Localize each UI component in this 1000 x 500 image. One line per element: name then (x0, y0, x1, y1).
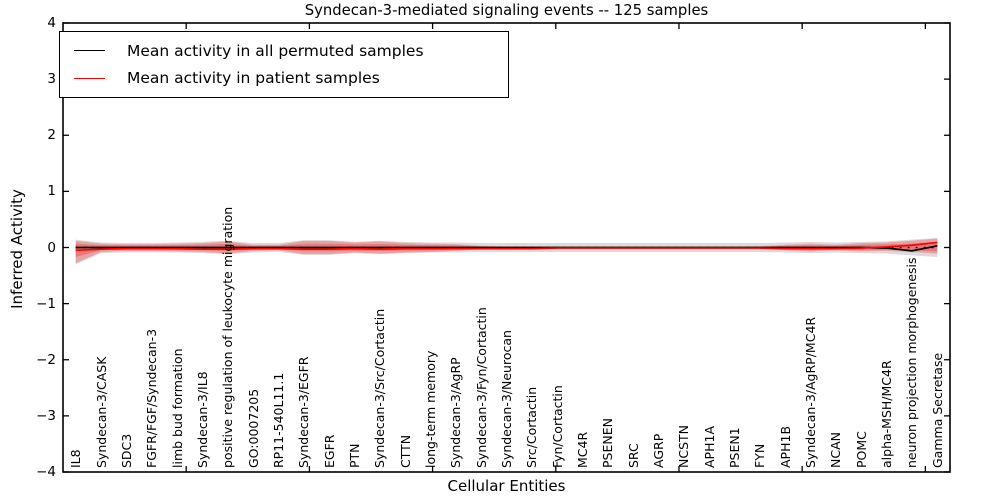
y-tick-label: −2 (36, 351, 56, 368)
x-tick-label: Syndecan-3/Neurocan (499, 330, 514, 468)
x-tick-label: Syndecan-3/AgRP (448, 357, 464, 468)
y-tick-label: −3 (36, 407, 56, 424)
x-tick-label: CTTN (397, 434, 413, 468)
x-axis-title: Cellular Entities (447, 477, 566, 495)
patient-samples-band-inner (75, 241, 938, 258)
x-tick-label: GO:0007205 (245, 388, 261, 468)
legend-line-sample-patient (74, 77, 105, 79)
x-tick-label: positive regulation of leukocyte migrati… (220, 206, 236, 468)
y-tick-label: 4 (47, 15, 56, 31)
x-tick-label: APH1A (701, 426, 717, 468)
x-tick-label: long-term memory (422, 350, 438, 468)
x-tick-label: Syndecan-3/IL8 (194, 371, 210, 468)
x-tick-label: Syndecan-3/CASK (93, 356, 109, 468)
x-tick-label: Fyn/Cortactin (549, 385, 565, 468)
x-tick-label: RP11-540L11.1 (270, 372, 286, 468)
x-tick-label: limb bud formation (169, 348, 185, 468)
permuted-mean-line (75, 244, 938, 252)
x-tick-label: FGFR/FGF/Syndecan-3 (144, 328, 160, 468)
x-tick-label: Src/Cortactin (524, 386, 540, 468)
legend-label-permuted: Mean activity in all permuted samples (127, 41, 424, 60)
legend-item-permuted: Mean activity in all permuted samples (74, 42, 508, 60)
x-tick-label: Syndecan-3/Src/Cortactin (372, 308, 388, 468)
y-tick-label: −1 (36, 295, 56, 312)
legend-label-patient: Mean activity in patient samples (127, 69, 380, 88)
y-tick-label: 0 (47, 239, 56, 256)
x-tick-label: PSEN1 (727, 427, 743, 468)
x-tick-label: Syndecan-3/EGFR (296, 356, 312, 468)
x-tick-label: Syndecan-3/AgRP/MC4R (803, 316, 819, 468)
x-tick-label: Syndecan-3/Fyn/Cortactin (473, 307, 489, 468)
x-tick-label: NCSTN (676, 425, 692, 468)
x-tick-label: FYN (752, 443, 768, 468)
x-tick-label: NCAN (828, 432, 844, 468)
x-tick-label: MC4R (575, 431, 591, 468)
permuted-samples-band (75, 237, 938, 265)
patient-samples-band-outer (75, 238, 938, 264)
x-tick-label: POMC (853, 431, 869, 468)
x-tick-label: SRC (625, 443, 641, 468)
x-tick-label: alpha-MSH/MC4R (879, 360, 895, 468)
x-tick-label: AGRP (651, 433, 667, 468)
y-tick-label: 1 (47, 183, 56, 200)
legend: Mean activity in all permuted samples Me… (59, 31, 509, 98)
y-tick-label: 3 (47, 71, 56, 88)
x-tick-label: neuron projection morphogenesis (904, 257, 920, 468)
legend-line-sample-permuted (74, 50, 105, 52)
x-tick-label: IL8 (68, 449, 84, 468)
x-tick-label: PTN (346, 443, 362, 468)
patient-mean-line (75, 241, 938, 252)
y-tick-label: −4 (36, 464, 56, 480)
y-tick-label: 2 (47, 127, 56, 144)
x-tick-label: EGFR (321, 434, 337, 468)
x-tick-label: PSENEN (600, 418, 616, 468)
chart-title: Syndecan-3-mediated signaling events -- … (304, 2, 709, 19)
x-tick-label: SDC3 (118, 433, 134, 468)
x-tick-label: Gamma Secretase (929, 352, 945, 468)
x-tick-label: APH1B (777, 425, 793, 468)
legend-item-patient: Mean activity in patient samples (74, 69, 508, 87)
